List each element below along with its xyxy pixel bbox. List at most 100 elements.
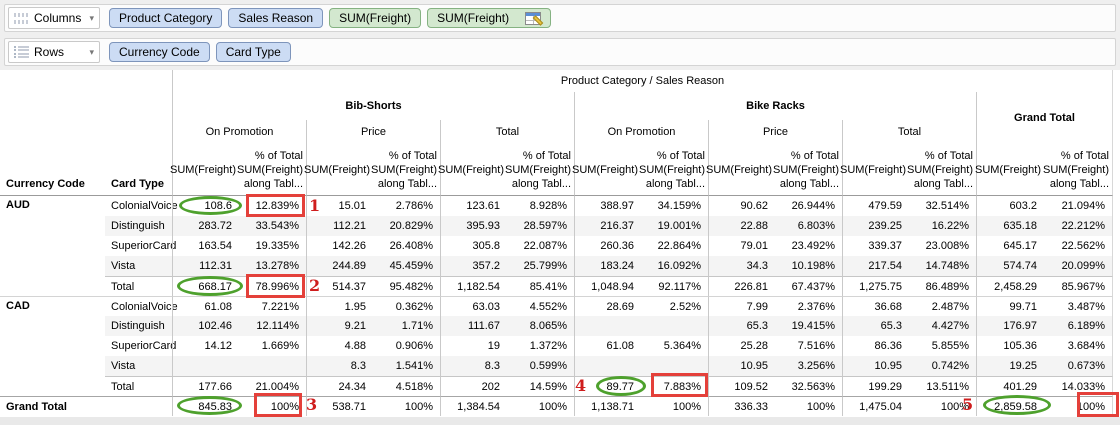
rows-shelf-label[interactable]: Rows ▾ xyxy=(8,41,100,63)
cell[interactable] xyxy=(574,316,641,336)
cell[interactable]: 22.087% xyxy=(523,240,567,252)
category-header-bib-shorts[interactable]: Bib-Shorts xyxy=(172,92,574,120)
cell[interactable] xyxy=(641,316,708,336)
cell[interactable]: 23.008% xyxy=(925,240,969,252)
metric-header-pct[interactable]: % of Total SUM(Freight) along Tabl... xyxy=(639,144,708,196)
cell[interactable]: 10.95 xyxy=(842,356,909,376)
cell[interactable]: 142.26 xyxy=(306,236,373,256)
cell[interactable]: 388.97 xyxy=(574,196,641,216)
cell[interactable]: 6.803% xyxy=(775,216,842,236)
cell[interactable]: 19.335% xyxy=(255,240,299,252)
cell[interactable]: 479.59 xyxy=(842,196,909,216)
cell[interactable]: 3.684% xyxy=(1044,336,1113,356)
cell[interactable] xyxy=(641,356,708,376)
cell[interactable]: 123.61 xyxy=(440,196,507,216)
card-type-label[interactable]: ColonialVoice xyxy=(105,296,178,316)
cell[interactable]: 85.41% xyxy=(507,276,574,296)
cell[interactable]: 244.89 xyxy=(306,256,373,276)
metric-header-pct[interactable]: % of Total SUM(Freight) along Tabl... xyxy=(371,144,440,196)
pill-sum-freight-1[interactable]: SUM(Freight) xyxy=(329,8,422,28)
cell[interactable]: 635.18 xyxy=(976,216,1044,236)
cell[interactable]: 216.37 xyxy=(574,216,641,236)
cell[interactable]: 283.72 xyxy=(172,216,239,236)
cell[interactable]: 100% xyxy=(507,396,574,416)
cell[interactable]: 22.88 xyxy=(708,216,775,236)
cell[interactable]: 2.376% xyxy=(775,296,842,316)
pill-sales-reason[interactable]: Sales Reason xyxy=(228,8,324,28)
pill-product-category[interactable]: Product Category xyxy=(109,8,223,28)
cell[interactable]: 0.742% xyxy=(909,356,976,376)
card-type-label[interactable]: Vista xyxy=(105,256,172,276)
cell[interactable]: 8.065% xyxy=(507,316,574,336)
cell[interactable]: 6.189% xyxy=(1044,316,1113,336)
cell[interactable]: 13.511% xyxy=(909,376,976,396)
cell[interactable]: 19 xyxy=(440,336,507,356)
cell[interactable]: 0.906% xyxy=(395,340,433,352)
row-header-currency-code[interactable]: Currency Code xyxy=(0,144,105,196)
cell[interactable]: 0.673% xyxy=(1044,356,1113,376)
cell[interactable]: 4.88 xyxy=(306,336,373,356)
card-type-label[interactable]: ColonialVoice xyxy=(111,200,178,212)
cell[interactable]: 25.28 xyxy=(708,336,775,356)
category-header-bike-racks[interactable]: Bike Racks xyxy=(574,92,976,120)
cell[interactable]: 226.81 xyxy=(708,276,775,296)
currency-code-label[interactable]: AUD xyxy=(6,199,30,211)
subheader-total[interactable]: Total xyxy=(842,120,976,144)
cell[interactable]: 65.3 xyxy=(708,316,775,336)
cell[interactable] xyxy=(239,356,306,376)
cell[interactable]: 61.08 xyxy=(574,336,641,356)
cell[interactable]: 1.541% xyxy=(373,356,440,376)
cell[interactable]: 45.459% xyxy=(373,256,440,276)
cell[interactable]: 1,048.94 xyxy=(574,276,641,296)
metric-header-sum[interactable]: SUM(Freight) xyxy=(438,144,507,196)
cell[interactable]: 239.25 xyxy=(842,216,909,236)
cell[interactable]: 16.22% xyxy=(909,216,976,236)
cell[interactable]: 63.03 xyxy=(440,296,507,316)
cell[interactable]: 112.21 xyxy=(306,216,373,236)
cell[interactable]: 401.29 xyxy=(976,376,1044,396)
row-header-card-type[interactable]: Card Type xyxy=(105,144,172,196)
cell[interactable]: 8.928% xyxy=(529,200,567,212)
metric-header-sum[interactable]: SUM(Freight) xyxy=(170,144,239,196)
cell[interactable]: 7.99 xyxy=(708,296,775,316)
cell[interactable]: 10.95 xyxy=(708,356,775,376)
cell[interactable]: 3.256% xyxy=(775,356,842,376)
cell[interactable]: 14.748% xyxy=(909,256,976,276)
metric-header-sum[interactable]: SUM(Freight) xyxy=(706,144,775,196)
card-type-label[interactable]: Total xyxy=(105,276,172,296)
cell[interactable] xyxy=(172,356,239,376)
grand-total-column-header[interactable]: Grand Total xyxy=(976,92,1113,144)
cell[interactable]: 26.944% xyxy=(791,200,835,212)
cell[interactable]: 28.597% xyxy=(507,216,574,236)
cell[interactable]: 67.437% xyxy=(775,276,842,296)
cell[interactable]: 10.198% xyxy=(775,256,842,276)
cell[interactable]: 22.864% xyxy=(657,240,701,252)
cell[interactable]: 0.362% xyxy=(373,296,440,316)
cell[interactable]: 1,384.54 xyxy=(440,396,507,416)
cell[interactable]: 86.489% xyxy=(909,276,976,296)
cell[interactable]: 16.092% xyxy=(641,256,708,276)
cell[interactable]: 28.69 xyxy=(574,296,641,316)
cell[interactable]: 2,458.29 xyxy=(976,276,1044,296)
cell[interactable]: 217.54 xyxy=(842,256,909,276)
cell[interactable]: 26.408% xyxy=(389,240,433,252)
subheader-price[interactable]: Price xyxy=(708,120,842,144)
cell[interactable]: 25.799% xyxy=(507,256,574,276)
cell[interactable]: 7.516% xyxy=(797,340,835,352)
cell[interactable]: 100% xyxy=(775,396,842,416)
cell[interactable]: 65.3 xyxy=(842,316,909,336)
cell[interactable]: 22.562% xyxy=(1044,236,1113,256)
cell[interactable]: 34.3 xyxy=(708,256,775,276)
cell[interactable]: 1.95 xyxy=(306,296,373,316)
cell[interactable]: 109.52 xyxy=(708,376,775,396)
cell[interactable]: 202 xyxy=(440,376,507,396)
subheader-on-promotion[interactable]: On Promotion xyxy=(574,120,708,144)
cell[interactable]: 7.883% xyxy=(641,376,708,396)
cell[interactable]: 19.415% xyxy=(775,316,842,336)
pill-sum-freight-2[interactable]: SUM(Freight) xyxy=(427,8,552,28)
cell[interactable]: 9.21 xyxy=(306,316,373,336)
cell[interactable]: 14.12 xyxy=(172,336,239,356)
cell[interactable]: 95.482% xyxy=(373,276,440,296)
cell[interactable]: 339.37 xyxy=(842,236,909,256)
cell[interactable]: 102.46 xyxy=(172,316,239,336)
